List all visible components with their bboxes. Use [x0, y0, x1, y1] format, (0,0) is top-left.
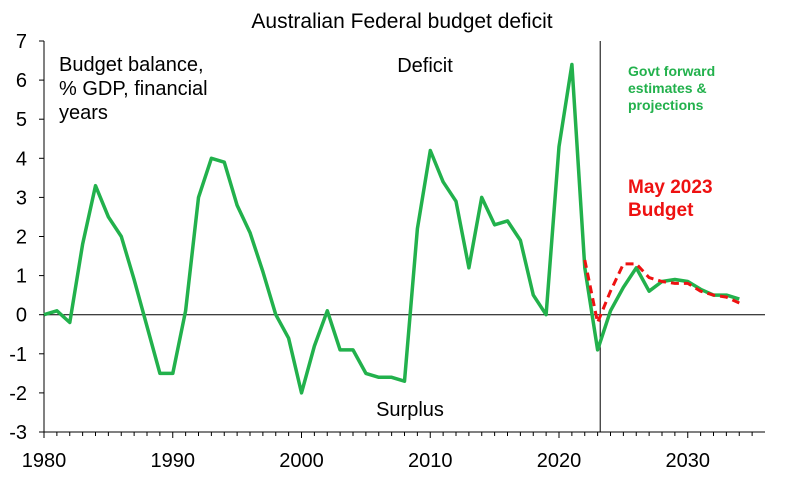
x-tick-label: 1990 [151, 450, 196, 472]
y-tick-label: -1 [9, 344, 27, 366]
chart-title: Australian Federal budget deficit [251, 10, 552, 33]
y-tick-label: 2 [16, 227, 27, 249]
forecast-label-line-2: estimates & [628, 80, 707, 96]
y-tick-label: 0 [16, 305, 27, 327]
ylabel-line-1: Budget balance, [59, 54, 204, 76]
forecast-label-line-1: Govt forward [628, 63, 715, 79]
y-tick-label: 7 [16, 31, 27, 53]
budget-forecast-line [583, 259, 740, 324]
y-tick-label: 5 [16, 109, 27, 131]
x-tick-label: 1980 [22, 450, 67, 472]
actual-balance-line [43, 62, 740, 395]
axes [39, 40, 765, 438]
deficit-label: Deficit [397, 55, 453, 77]
y-tick-label: 1 [16, 266, 27, 288]
forecast-label-line-3: projections [628, 97, 704, 113]
y-tick-label: 6 [16, 70, 27, 92]
x-tick-label: 2010 [408, 450, 453, 472]
tick-labels: -3 -2 -1 0 1 2 3 4 5 6 7 1980 1990 2000 2010 2020 2030 [9, 31, 710, 472]
x-tick-label: 2000 [279, 450, 324, 472]
ylabel-line-2: % GDP, financial [59, 78, 208, 100]
surplus-label: Surplus [376, 399, 444, 421]
y-tick-label: 4 [16, 148, 27, 170]
series-lines [43, 62, 740, 395]
ylabel-line-3: years [59, 102, 108, 124]
x-tick-label: 2020 [537, 450, 582, 472]
budget-label-line-2: Budget [628, 200, 694, 221]
x-tick-label: 2030 [666, 450, 711, 472]
y-tick-label: -2 [9, 383, 27, 405]
y-tick-label: 3 [16, 187, 27, 209]
y-tick-label: -3 [9, 422, 27, 444]
budget-label-line-1: May 2023 [628, 177, 713, 198]
